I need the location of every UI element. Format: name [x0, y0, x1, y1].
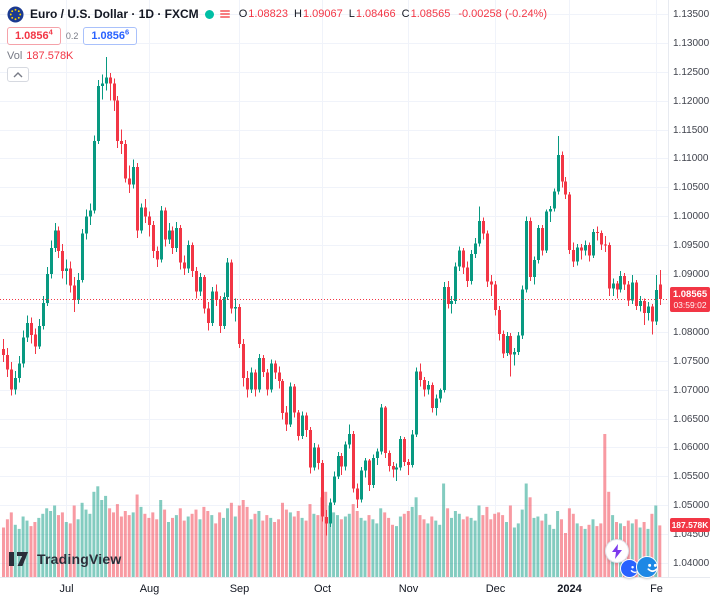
chart-legend: Euro / U.S. Dollar · 1D · FXCM O1.08823 … [7, 5, 547, 82]
candlestick-series [2, 56, 662, 536]
last-price-badge: 1.08565 03:59:02 [670, 287, 710, 313]
price-tick-label: 1.07000 [673, 384, 710, 396]
time-tick-label: Aug [139, 583, 160, 595]
time-tick-label: Oct [313, 583, 332, 595]
collapse-legend-button[interactable] [7, 67, 29, 82]
buy-button[interactable]: 1.08566 [83, 27, 138, 45]
price-tick-label: 1.04500 [673, 528, 710, 540]
price-tick-label: 1.09000 [673, 268, 710, 280]
tradingview-mark-icon [9, 552, 28, 566]
high-value: H1.09067 [294, 8, 343, 20]
volume-label: Vol [7, 50, 23, 62]
volume-series [2, 434, 662, 577]
emoji-reaction-icon-2[interactable] [636, 556, 658, 578]
price-tick-label: 1.06000 [673, 441, 710, 453]
price-axis[interactable]: 1.08565 03:59:02 187.578K 1.13500 1.13000… [668, 0, 710, 577]
price-tick-label: 1.12000 [673, 95, 710, 107]
lightning-icon [612, 543, 622, 559]
time-tick-label: Sep [229, 583, 250, 595]
price-tick-label: 1.10000 [673, 210, 710, 222]
low-value: L1.08466 [348, 8, 396, 20]
price-tick-label: 1.11000 [673, 152, 709, 164]
price-tick-label: 1.12500 [673, 66, 710, 78]
price-tick-label: 1.10500 [673, 181, 710, 193]
tradingview-logo[interactable]: TradingView [7, 551, 121, 567]
time-tick-label: Nov [398, 583, 419, 595]
volume-indicator-legend[interactable]: Vol 187.578K [7, 50, 547, 62]
volume-value: 187.578K [26, 50, 74, 62]
symbol-title[interactable]: Euro / U.S. Dollar · 1D · FXCM [30, 7, 199, 21]
close-value: C1.08565 [401, 8, 451, 20]
price-tick-label: 1.06500 [673, 413, 710, 425]
tradingview-logo-text: TradingView [37, 551, 122, 567]
price-tick-label: 1.05500 [673, 470, 710, 482]
chevron-up-icon [13, 71, 23, 77]
time-axis[interactable]: Jul Aug Sep Oct Nov Dec 2024 Fe [0, 577, 710, 600]
ohlc-readout: O1.08823 H1.09067 L1.08466 C1.08565 -0.0… [239, 8, 547, 20]
chart-plot-area[interactable] [0, 0, 668, 577]
price-tick-label: 1.04000 [673, 557, 710, 569]
gridlines [0, 0, 668, 577]
quick-trade-button[interactable] [605, 539, 629, 563]
time-tick-label: Fe [650, 583, 663, 595]
bar-countdown: 03:59:02 [673, 300, 707, 311]
open-value: O1.08823 [238, 8, 289, 20]
market-status-dot-icon[interactable] [204, 9, 214, 19]
price-tick-label: 1.09500 [673, 239, 710, 251]
legend-menu-icon[interactable] [219, 10, 230, 18]
price-tick-label: 1.11500 [673, 124, 709, 136]
price-tick-label: 1.08000 [673, 326, 710, 338]
last-price-value: 1.08565 [672, 289, 708, 301]
eu-flag-icon [7, 5, 24, 23]
time-tick-label: 2024 [557, 583, 582, 595]
time-tick-label: Jul [59, 583, 74, 595]
chart-canvas[interactable] [0, 0, 668, 577]
sell-button[interactable]: 1.08564 [7, 27, 61, 45]
price-tick-label: 1.13000 [673, 37, 710, 49]
price-tick-label: 1.13500 [673, 8, 710, 20]
price-tick-label: 1.05000 [673, 499, 710, 511]
price-tick-label: 1.07500 [673, 355, 710, 367]
volume-badge: 187.578K [670, 518, 710, 533]
spread-value: 0.2 [65, 31, 79, 41]
change-readout: -0.00258 (-0.24%) [458, 8, 548, 20]
time-tick-label: Dec [485, 583, 506, 595]
